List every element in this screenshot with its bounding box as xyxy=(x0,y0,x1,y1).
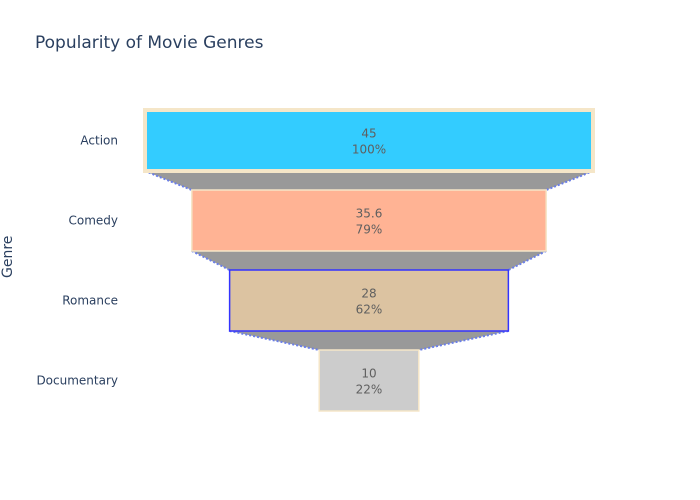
category-tick-label: Documentary xyxy=(36,374,118,388)
bar-percent-label: 22% xyxy=(356,383,383,397)
bar-value-label: 35.6 xyxy=(356,207,383,221)
funnel-connector xyxy=(229,331,509,350)
funnel-bar-comedy xyxy=(191,189,547,252)
bar-percent-label: 79% xyxy=(356,223,383,237)
connector-edge-left xyxy=(229,330,320,351)
bar-value-label: 28 xyxy=(361,287,376,301)
chart-title: Popularity of Movie Genres xyxy=(35,33,264,53)
bar-value-label: 45 xyxy=(361,127,376,141)
connector-edge-left xyxy=(144,170,193,191)
connector-edge-left xyxy=(191,250,231,271)
funnel-connector xyxy=(145,171,593,190)
category-tick-label: Action xyxy=(80,134,118,148)
funnel-bar-documentary xyxy=(318,349,420,412)
connector-edge-right xyxy=(418,330,509,351)
bar-value-label: 10 xyxy=(361,367,376,381)
connector-edge-right xyxy=(507,250,547,271)
funnel-bar-romance xyxy=(228,269,510,332)
connector-edge-right xyxy=(545,170,594,191)
bar-percent-label: 62% xyxy=(356,303,383,317)
category-tick-label: Comedy xyxy=(68,214,118,228)
bar-percent-label: 100% xyxy=(352,143,386,157)
funnel-bar-action xyxy=(143,108,595,173)
category-tick-label: Romance xyxy=(62,294,118,308)
funnel-connector xyxy=(191,251,547,270)
